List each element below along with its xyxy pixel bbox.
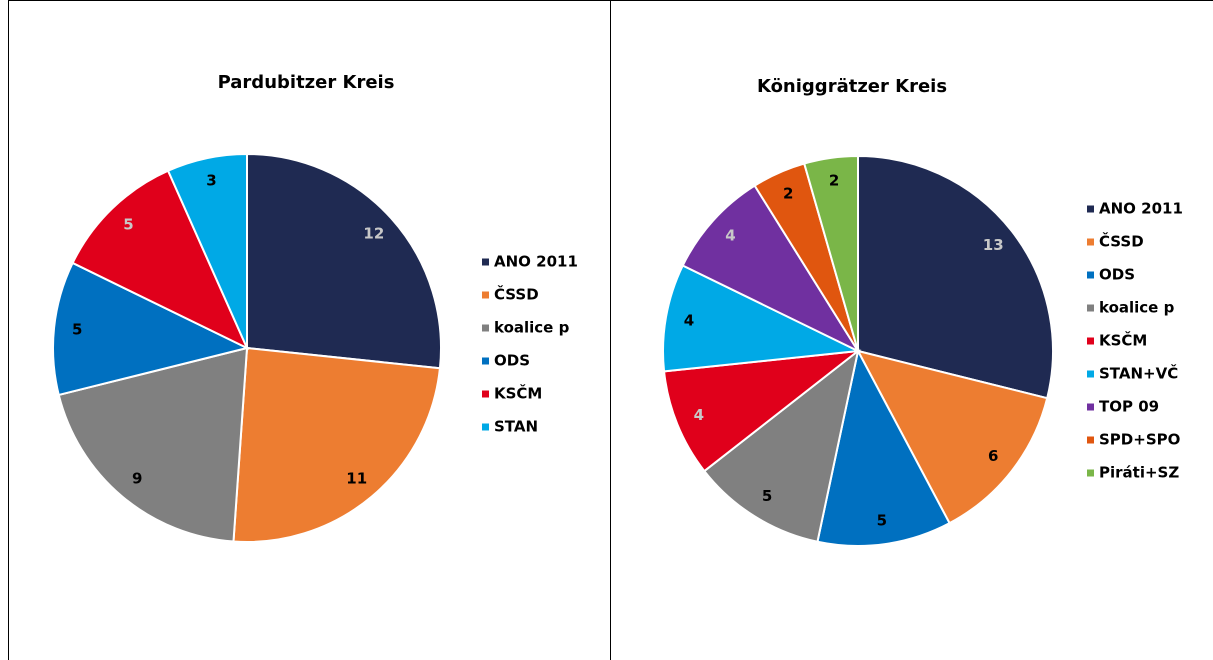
data-label: 4 <box>684 312 694 330</box>
legend-swatch <box>482 324 489 332</box>
pie-slice <box>662 264 862 373</box>
chart-title: Pardubitzer Kreis <box>218 72 395 93</box>
legend-swatch <box>1087 403 1094 411</box>
legend-label: ANO 2011 <box>1099 200 1183 218</box>
pie-slice <box>57 346 249 543</box>
legend-swatch <box>1087 337 1094 345</box>
legend-label: KSČM <box>494 384 542 403</box>
pie-slice <box>71 169 250 351</box>
pie-slice <box>803 154 859 352</box>
pie-slice <box>246 152 442 370</box>
pie-slice <box>662 349 862 473</box>
data-label: 5 <box>762 487 772 505</box>
data-label: 2 <box>829 172 839 190</box>
legend-swatch <box>482 291 489 299</box>
pie-slice <box>856 349 1049 525</box>
chart-title: Königgrätzer Kreis <box>757 76 947 97</box>
data-label: 5 <box>123 216 133 234</box>
legend-swatch <box>1087 370 1094 378</box>
data-label: 5 <box>72 321 82 339</box>
legend-label: KSČM <box>1099 331 1147 350</box>
legend-label: ČSSD <box>1099 232 1144 251</box>
pie-slice <box>681 184 861 354</box>
legend-label: Piráti+SZ <box>1099 464 1179 482</box>
pie-slice <box>857 154 1054 400</box>
legend-label: ANO 2011 <box>494 253 578 271</box>
legend-label: SPD+SPO <box>1099 431 1180 449</box>
legend-label: STAN <box>494 418 538 436</box>
data-label: 5 <box>877 511 887 529</box>
pie-slice <box>702 348 860 543</box>
legend-swatch <box>1087 304 1094 312</box>
pie-slice <box>52 261 250 397</box>
legend-swatch <box>1087 436 1094 444</box>
legend-swatch <box>1087 469 1094 477</box>
data-label: 9 <box>132 469 142 487</box>
legend-swatch <box>1087 205 1094 213</box>
data-label: 6 <box>988 447 998 465</box>
pie-slice <box>816 348 951 547</box>
legend-label: koalice p <box>494 319 570 337</box>
data-label: 4 <box>694 406 704 424</box>
legend-label: ODS <box>494 352 530 370</box>
legend-label: koalice p <box>1099 299 1175 317</box>
pie-slice <box>166 152 248 349</box>
data-label: 3 <box>206 172 216 190</box>
data-label: 12 <box>363 224 384 242</box>
legend-swatch <box>482 258 489 266</box>
legend-swatch <box>1087 238 1094 246</box>
data-label: 11 <box>346 469 367 487</box>
data-label: 4 <box>725 227 735 245</box>
legend-label: STAN+VČ <box>1099 364 1178 383</box>
legend-label: ČSSD <box>494 285 539 304</box>
legend-label: ODS <box>1099 266 1135 284</box>
data-label: 13 <box>983 236 1004 254</box>
legend-label: TOP 09 <box>1099 398 1159 416</box>
legend-swatch <box>482 357 489 365</box>
legend-swatch <box>1087 271 1094 279</box>
legend-swatch <box>482 390 489 398</box>
data-label: 2 <box>783 185 793 203</box>
pie-slice <box>232 346 442 543</box>
legend-swatch <box>482 423 489 431</box>
